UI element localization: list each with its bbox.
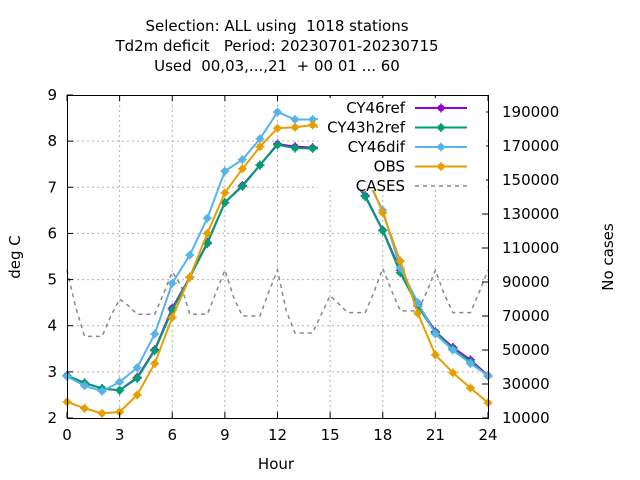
x-tick-label: 0: [62, 426, 72, 444]
y2-tick-label: 10000: [502, 409, 550, 427]
series-cy43h2ref-marker-cross: [360, 192, 370, 202]
x-tick-label: 15: [321, 426, 340, 444]
chart-title-line-2: Td2m deficit Period: 20230701-20230715: [115, 37, 439, 55]
series-cy46dif-marker-cross: [448, 345, 458, 355]
series-cy46dif-marker-cross: [185, 250, 195, 260]
series-cy46dif-marker-cross: [465, 359, 475, 369]
series-obs-marker-cross: [378, 208, 388, 218]
legend-label-cases: CASES: [356, 177, 405, 195]
chart-title-line-3: Used 00,03,...,21 + 00 01 ... 60: [154, 57, 400, 75]
y-tick-label: 5: [47, 271, 57, 289]
legend-background: [318, 98, 486, 190]
chart-title-line-1: Selection: ALL using 1018 stations: [145, 17, 409, 35]
y-tick-label: 6: [47, 224, 57, 242]
series-cases: [66, 266, 489, 338]
series-cy46dif-marker-cross: [273, 107, 282, 117]
y2-tick-label: 150000: [502, 171, 559, 189]
x-tick-label: 3: [115, 426, 125, 444]
y-tick-label: 2: [47, 409, 57, 427]
x-axis-label: Hour: [258, 455, 295, 473]
series-cy43h2ref-marker-cross: [220, 198, 230, 208]
y-tick-label: 9: [47, 86, 57, 104]
series-cy43h2ref-marker-cross: [237, 181, 247, 191]
series-obs-marker-cross: [308, 120, 318, 130]
cases-series: [66, 266, 489, 338]
series-cy46dif-marker-cross: [220, 166, 230, 176]
x-tick-label: 9: [220, 426, 230, 444]
series-cy46dif-marker-cross: [167, 278, 177, 288]
series-cy46dif-marker-cross: [202, 213, 212, 223]
legend-label-cy43h2ref: CY43h2ref: [327, 119, 406, 137]
series-obs-marker-cross: [80, 403, 90, 413]
legend-cy46ref-marker-cross: [436, 103, 446, 113]
x-tick-label: 24: [478, 426, 497, 444]
series-cy46dif-marker-cross: [430, 329, 440, 339]
x-tick-label: 6: [167, 426, 177, 444]
series-obs-marker-cross: [430, 350, 440, 360]
series-cy46dif-marker-cross: [132, 363, 142, 373]
series-obs-marker-cross: [255, 142, 265, 152]
series-cy46dif-marker-cross: [255, 134, 265, 144]
series-obs-marker-cross: [465, 383, 475, 393]
series-obs-marker-cross: [150, 359, 160, 369]
legend-cy46dif-marker-cross: [436, 142, 446, 152]
y2-tick-label: 30000: [502, 375, 550, 393]
series-cy46dif-marker-cross: [290, 114, 300, 124]
series-obs-marker-cross: [413, 308, 423, 318]
series-cy43h2ref-marker-cross: [273, 140, 282, 150]
y2-tick-label: 170000: [502, 137, 559, 155]
series-cy43h2ref-marker-cross: [132, 373, 142, 383]
series-cy46dif-marker-cross: [237, 155, 247, 165]
series-cy43h2ref-marker-cross: [290, 143, 300, 153]
y-axis-label: deg C: [6, 235, 24, 279]
x-tick-label: 18: [373, 426, 392, 444]
series-obs-marker-cross: [290, 122, 300, 132]
series-obs-marker-cross: [97, 408, 107, 418]
series-cases-line: [66, 266, 489, 338]
y2-tick-label: 90000: [502, 273, 550, 291]
y-axis-ticks: 2 3 4 5 6 7 8 9: [47, 86, 73, 427]
y2-tick-label: 70000: [502, 307, 550, 325]
series-obs: [62, 120, 493, 418]
y2-axis-ticks: 10000 30000 50000 70000 90000 110000 130000 150…: [482, 103, 559, 427]
series-cy43h2ref-marker-cross: [378, 226, 388, 236]
y-tick-label: 3: [47, 363, 57, 381]
series-obs-marker-cross: [202, 228, 212, 238]
series-obs-marker-cross: [185, 272, 195, 282]
series-cy46dif-marker-cross: [80, 381, 90, 391]
x-tick-label: 21: [426, 426, 445, 444]
legend-label-obs: OBS: [374, 158, 405, 176]
legend-obs-marker-cross: [436, 162, 446, 171]
series-cy46dif-marker-cross: [150, 329, 160, 339]
y2-tick-label: 50000: [502, 341, 550, 359]
series-cy46dif-marker-cross: [97, 386, 107, 396]
y2-tick-label: 130000: [502, 205, 559, 223]
series-obs-marker-cross: [220, 188, 230, 198]
series-obs-marker-cross: [132, 390, 142, 400]
series-obs-marker-cross: [237, 164, 247, 174]
series-obs-marker-cross: [273, 123, 282, 133]
series-obs-marker-cross: [448, 368, 458, 378]
x-tick-label: 12: [268, 426, 287, 444]
y-tick-label: 7: [47, 178, 57, 196]
y2-tick-label: 110000: [502, 239, 559, 257]
legend-label-cy46dif: CY46dif: [348, 138, 406, 156]
series-cy46dif-marker-cross: [115, 377, 125, 387]
y-tick-label: 4: [47, 317, 57, 335]
series-cy43h2ref-marker-cross: [115, 385, 125, 395]
series-obs-marker-cross: [167, 312, 177, 322]
y2-tick-label: 190000: [502, 103, 559, 121]
series-cy43h2ref-marker-cross: [255, 160, 265, 170]
legend-label-cy46ref: CY46ref: [346, 99, 406, 117]
legend-cy43h2ref-marker-cross: [436, 123, 446, 132]
grid-lines: [67, 95, 488, 418]
y-tick-label: 8: [47, 132, 57, 150]
series-obs-marker-cross: [395, 256, 405, 266]
series-cy43h2ref-marker-cross: [308, 144, 318, 154]
series-cy43h2ref-marker-cross: [150, 346, 160, 356]
y2-axis-label: No cases: [599, 223, 617, 291]
x-axis-ticks: 0 3 6 9 12 15 18 21 24: [62, 95, 498, 444]
